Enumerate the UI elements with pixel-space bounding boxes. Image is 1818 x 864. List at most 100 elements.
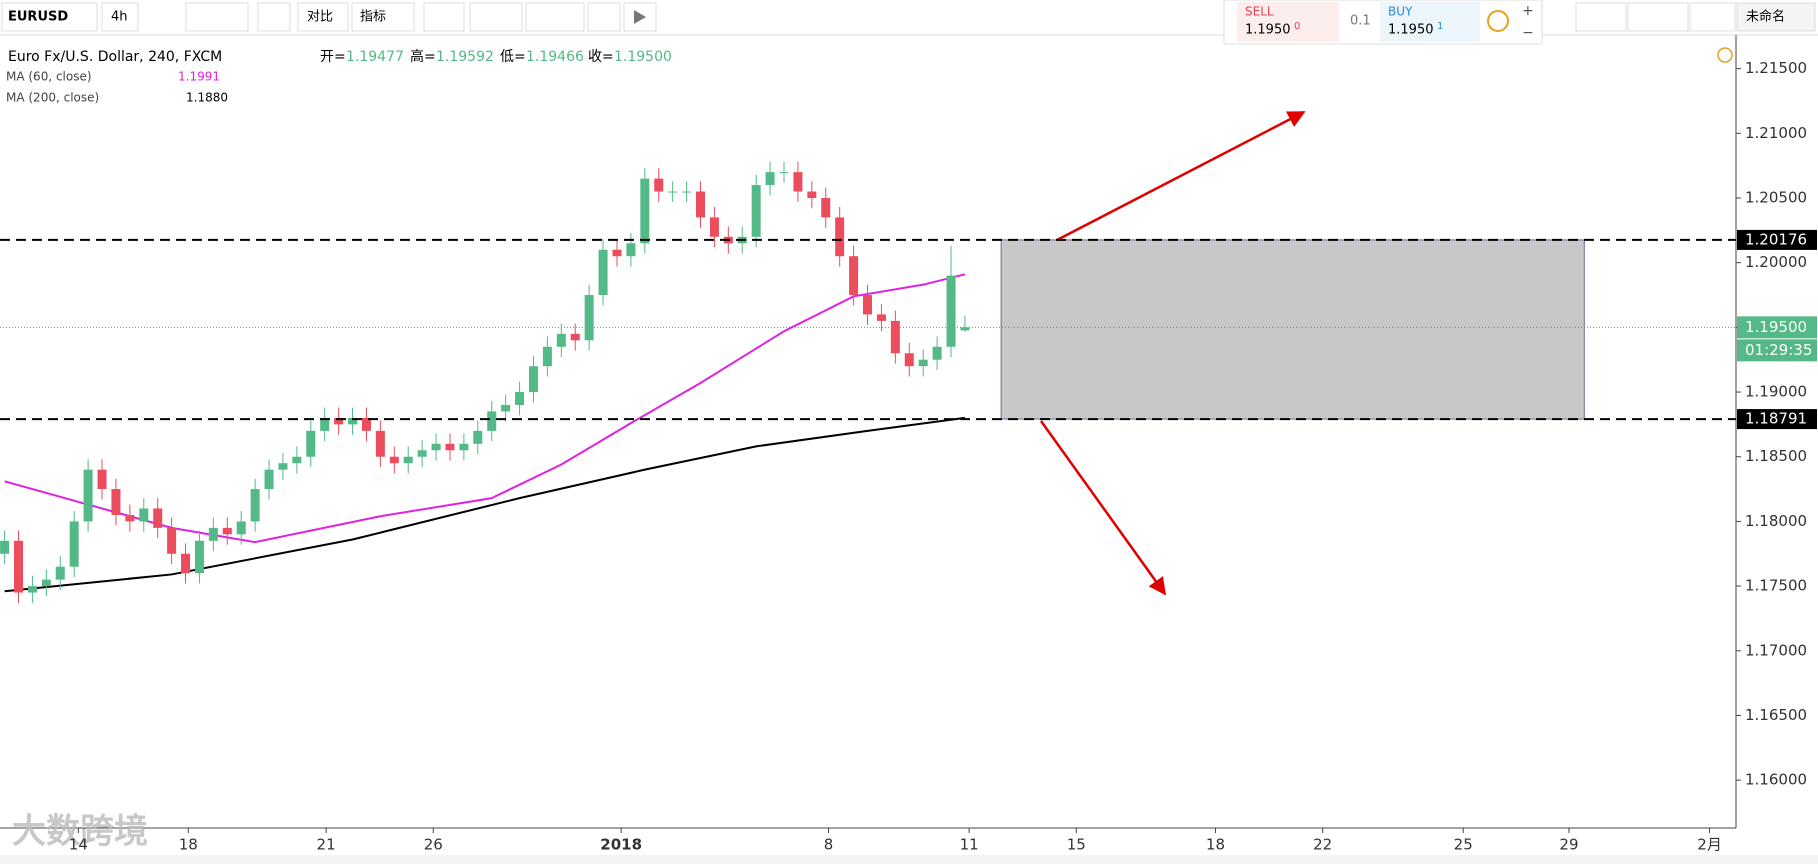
fullscreen-btn[interactable]: [587, 2, 621, 32]
candle-body: [932, 346, 942, 360]
cloud-load[interactable]: [1627, 2, 1689, 32]
cloud-save[interactable]: [1689, 2, 1736, 32]
candle-body: [181, 553, 191, 574]
compare[interactable]: 对比: [307, 10, 333, 25]
replay-btn[interactable]: [469, 2, 523, 32]
symbol-box[interactable]: [1, 2, 98, 32]
candle-body: [14, 540, 24, 593]
candle-body: [501, 404, 511, 412]
buy-label[interactable]: BUY: [1388, 5, 1413, 19]
x-tick-label: 2018: [600, 836, 642, 854]
candle-body: [431, 443, 441, 451]
layout-name[interactable]: 未命名: [1746, 9, 1785, 25]
chart-style-btn[interactable]: [185, 2, 249, 32]
candle-body: [125, 514, 135, 522]
candle-body: [41, 579, 51, 587]
x-tick-label: 18: [179, 836, 198, 854]
watermark: 大数跨境: [12, 812, 148, 852]
alert-btn[interactable]: [423, 2, 465, 32]
candle-body: [264, 469, 274, 490]
legend-h-label: 高=: [410, 48, 436, 65]
candle-body: [194, 540, 204, 574]
layout-btn[interactable]: [1575, 2, 1627, 32]
candle-body: [668, 191, 678, 193]
legend: Euro Fx/U.S. Dollar, 240, FXCM 开= 1.1947…: [8, 48, 672, 65]
candle-body: [626, 243, 636, 257]
current-price-label: 1.19500: [1745, 318, 1807, 336]
x-tick-label: 26: [424, 836, 443, 854]
x-tick-label: 29: [1559, 836, 1578, 854]
candle-body: [584, 295, 594, 341]
ma-line: [4, 273, 966, 544]
candle-body: [153, 508, 163, 528]
candle-body: [97, 469, 107, 490]
y-tick-label: 1.16000: [1745, 771, 1807, 789]
candle-body: [570, 333, 580, 341]
candle-body: [0, 540, 10, 554]
interval[interactable]: 4h: [111, 10, 128, 25]
y-tick-label: 1.16500: [1745, 706, 1807, 724]
arrow-up: [1056, 110, 1306, 242]
candle-body: [389, 456, 399, 464]
sell-price[interactable]: 1.1950: [1245, 23, 1291, 38]
x-tick-label: 11: [960, 836, 979, 854]
candle-body: [487, 411, 497, 431]
info-icon[interactable]: [1487, 10, 1509, 32]
play-icon: [634, 10, 646, 24]
x-tick-label: 14: [69, 836, 88, 854]
candle-body: [793, 172, 803, 192]
symbol[interactable]: EURUSD: [8, 10, 68, 25]
candle-body: [709, 217, 719, 237]
candle-body: [473, 430, 483, 444]
candle-body: [835, 217, 845, 257]
buy-box[interactable]: [1380, 2, 1480, 42]
candle-body: [779, 172, 789, 174]
candle-body: [695, 191, 705, 218]
warning-icon[interactable]: [1717, 47, 1733, 63]
sell-label[interactable]: SELL: [1245, 5, 1274, 19]
candle-body: [306, 430, 316, 457]
candle-body: [27, 586, 37, 593]
candle-body: [361, 417, 371, 431]
x-tick-label: 25: [1454, 836, 1473, 854]
y-tick-label: 1.17500: [1745, 577, 1807, 595]
candle-body: [863, 295, 873, 315]
x-tick-label: 22: [1313, 836, 1332, 854]
sell-box[interactable]: [1237, 2, 1339, 42]
candle-body: [69, 521, 79, 567]
y-tick-label: 1.17000: [1745, 641, 1807, 659]
candle-body: [375, 430, 385, 457]
indicators[interactable]: 指标: [360, 10, 386, 25]
x-tick-label: 2月: [1697, 836, 1722, 854]
candle-body: [250, 489, 260, 522]
candle-body: [946, 275, 956, 347]
countdown: 01:29:35: [1745, 341, 1812, 359]
settings-btn[interactable]: [257, 2, 291, 32]
candle-body: [459, 443, 469, 451]
indicators-btn[interactable]: [351, 2, 415, 32]
buy-sup: 1: [1437, 21, 1443, 32]
candle-body: [348, 417, 358, 425]
candle-body: [111, 489, 121, 515]
candle-body: [278, 463, 288, 470]
candle-body: [515, 392, 525, 405]
x-tick-label: 8: [824, 836, 834, 854]
buy-price[interactable]: 1.1950: [1388, 23, 1434, 38]
candle-body: [542, 346, 552, 367]
legend-c: 1.19500: [614, 49, 672, 65]
x-tick-label: 15: [1067, 836, 1086, 854]
minus[interactable]: −: [1522, 25, 1534, 41]
candle-body: [208, 527, 218, 541]
compare-btn[interactable]: [297, 2, 349, 32]
candle-body: [918, 359, 928, 367]
interval-box[interactable]: [101, 2, 139, 32]
layout-name-box[interactable]: [1736, 2, 1816, 32]
candle-body: [751, 185, 761, 237]
plus[interactable]: +: [1522, 3, 1534, 19]
spread: 0.1: [1350, 14, 1371, 29]
countdown-bg: [1737, 339, 1817, 362]
arrow-down: [1039, 420, 1167, 596]
undo-redo[interactable]: [525, 2, 585, 32]
candle-body: [960, 327, 970, 331]
